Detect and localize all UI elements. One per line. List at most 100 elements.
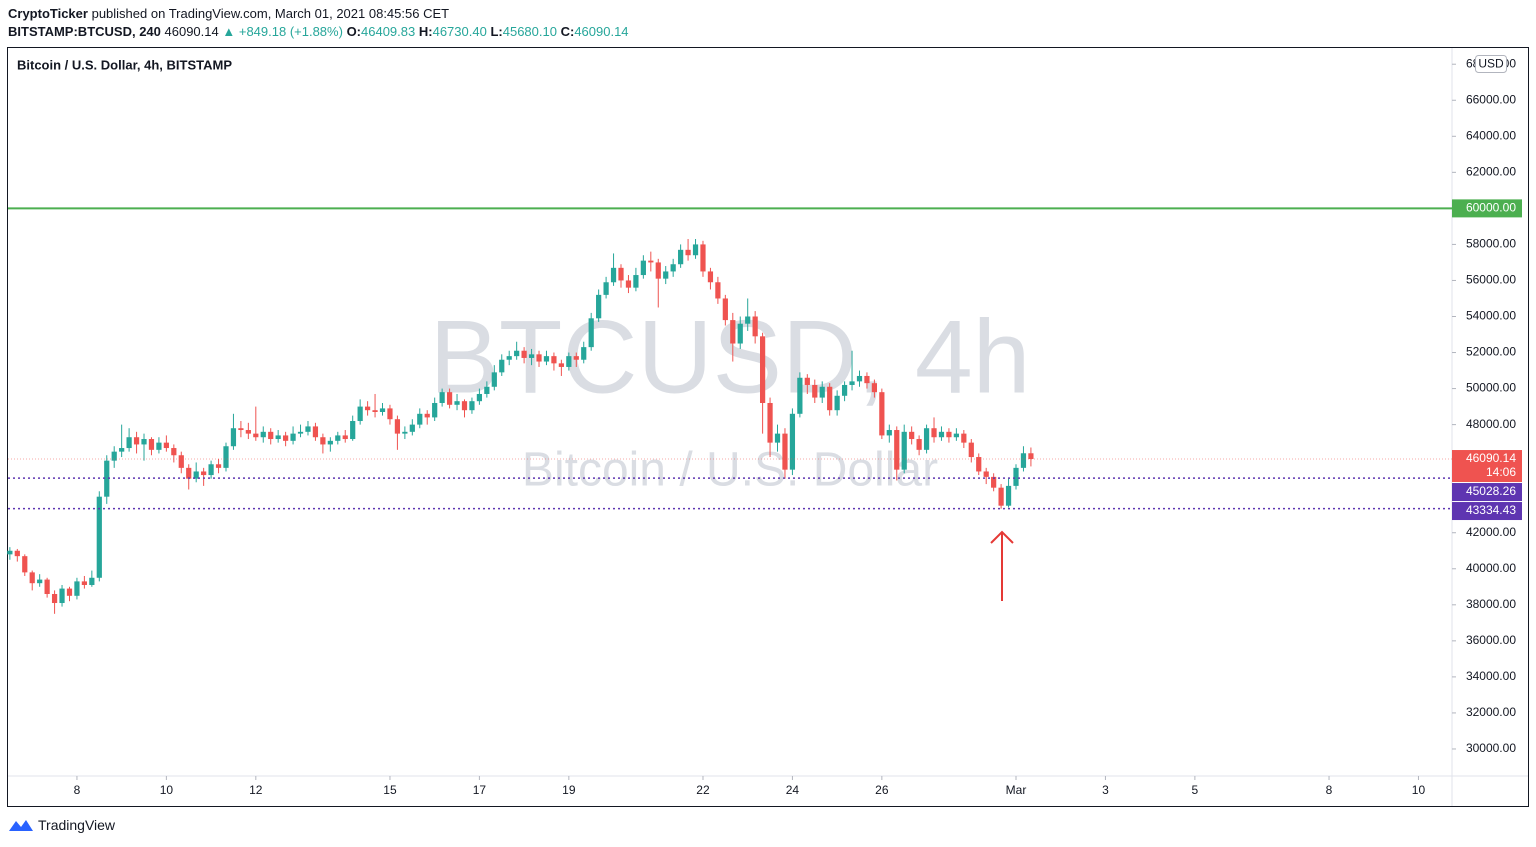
y-tick-label: 62000.00	[1466, 165, 1516, 179]
ohlc-label: L:	[490, 24, 503, 39]
candle-body	[409, 424, 415, 432]
candle-body	[618, 267, 624, 281]
candle-body	[514, 350, 520, 357]
candle-body	[774, 433, 781, 443]
candle-body	[916, 439, 922, 450]
candle-body	[610, 267, 617, 283]
x-tick-label: 8	[74, 783, 81, 797]
candle-body	[461, 401, 468, 411]
candle-body	[663, 271, 669, 279]
y-tick-label: 64000.00	[1466, 128, 1516, 142]
candle-body	[290, 433, 296, 441]
y-tick-label: 42000.00	[1466, 525, 1516, 539]
candle-body	[51, 594, 58, 604]
candle-body	[364, 406, 371, 411]
candle-body	[171, 448, 177, 456]
candle-body	[1005, 485, 1012, 506]
candle-body	[648, 260, 654, 263]
candle-body	[521, 350, 527, 358]
candle-body	[424, 413, 430, 418]
ohlc-value: 46409.83	[361, 24, 416, 39]
candle-body	[968, 442, 974, 458]
candle-body	[797, 377, 803, 414]
currency-tag: USD	[1478, 57, 1504, 71]
x-tick-label: 26	[875, 783, 889, 797]
candle-body	[1020, 453, 1027, 468]
candle-body	[946, 431, 952, 438]
candle-body	[528, 354, 535, 358]
candle-body	[871, 383, 878, 393]
candle-body	[163, 442, 169, 449]
candle-body	[141, 439, 147, 445]
ohlc-value: 46090.14	[574, 24, 629, 39]
y-tick-label: 58000.00	[1466, 237, 1516, 251]
candle-body	[603, 282, 609, 295]
candle-body	[536, 354, 542, 362]
y-tick-label: 34000.00	[1466, 669, 1516, 683]
candle-body	[104, 460, 110, 497]
x-tick-label: 3	[1102, 783, 1109, 797]
x-tick-label: 19	[562, 783, 576, 797]
candle-body	[14, 550, 20, 557]
published: published on TradingView.com, March 01, …	[91, 6, 450, 21]
candle-body	[342, 435, 348, 440]
watermark-symbol: BTCUSD, 4h	[429, 299, 1030, 415]
x-tick-label: 15	[383, 783, 397, 797]
candle-body	[879, 392, 885, 436]
watermark-description: Bitcoin / U.S. Dollar	[522, 444, 938, 497]
candle-body	[89, 577, 95, 585]
candle-body	[558, 363, 564, 367]
ohlc-label: C:	[560, 24, 575, 39]
candle-body	[827, 386, 833, 411]
candle-body	[834, 395, 840, 411]
brand-logo	[9, 820, 33, 831]
candle-body	[767, 402, 773, 443]
candle-body	[29, 572, 35, 584]
candle-body	[186, 467, 192, 479]
y-tick-label: 30000.00	[1466, 741, 1516, 755]
countdown-label: 14:06	[1486, 465, 1516, 479]
y-tick-label: 38000.00	[1466, 597, 1516, 611]
arrow-head	[990, 530, 1014, 544]
candle-body	[201, 471, 207, 476]
candle-body	[551, 356, 557, 364]
candle-body	[543, 356, 550, 362]
candle-body	[730, 320, 736, 344]
x-tick-label: 10	[1412, 783, 1426, 797]
candle-body	[991, 476, 997, 488]
change: ▲ +849.18 (+1.88%)	[222, 24, 343, 39]
price: 46090.14	[164, 24, 219, 39]
candle-body	[126, 437, 132, 449]
candle-body	[402, 431, 408, 434]
candle-body	[670, 264, 676, 272]
candle-body	[283, 435, 289, 441]
candle-body	[737, 323, 743, 344]
candle-body	[275, 435, 281, 440]
price-label-box	[1452, 199, 1522, 218]
y-tick-label: 66000.00	[1466, 92, 1516, 106]
candle-body	[417, 413, 423, 425]
header-line-1: CryptoTicker published on TradingView.co…	[8, 5, 629, 23]
x-tick-label: 10	[160, 783, 174, 797]
y-tick-label: 54000.00	[1466, 309, 1516, 323]
candle-body	[812, 384, 818, 398]
candle-body	[901, 431, 907, 470]
candle-body	[372, 410, 378, 412]
ohlc-label: H:	[418, 24, 433, 39]
y-tick-label: 56000.00	[1466, 273, 1516, 287]
candle-body	[379, 408, 386, 412]
chart-title: Bitcoin / U.S. Dollar, 4h, BITSTAMP	[17, 57, 232, 72]
candle-body	[782, 433, 788, 470]
candle-body	[96, 496, 102, 578]
candle-body	[178, 455, 184, 468]
candle-body	[759, 336, 766, 403]
candle-body	[625, 280, 632, 288]
candle-body	[148, 439, 155, 450]
x-tick-label: Mar	[1006, 783, 1027, 797]
candle-body	[446, 392, 453, 405]
candle-body	[819, 386, 825, 398]
candle-body	[1013, 467, 1019, 486]
header: CryptoTicker published on TradingView.co…	[8, 5, 629, 41]
